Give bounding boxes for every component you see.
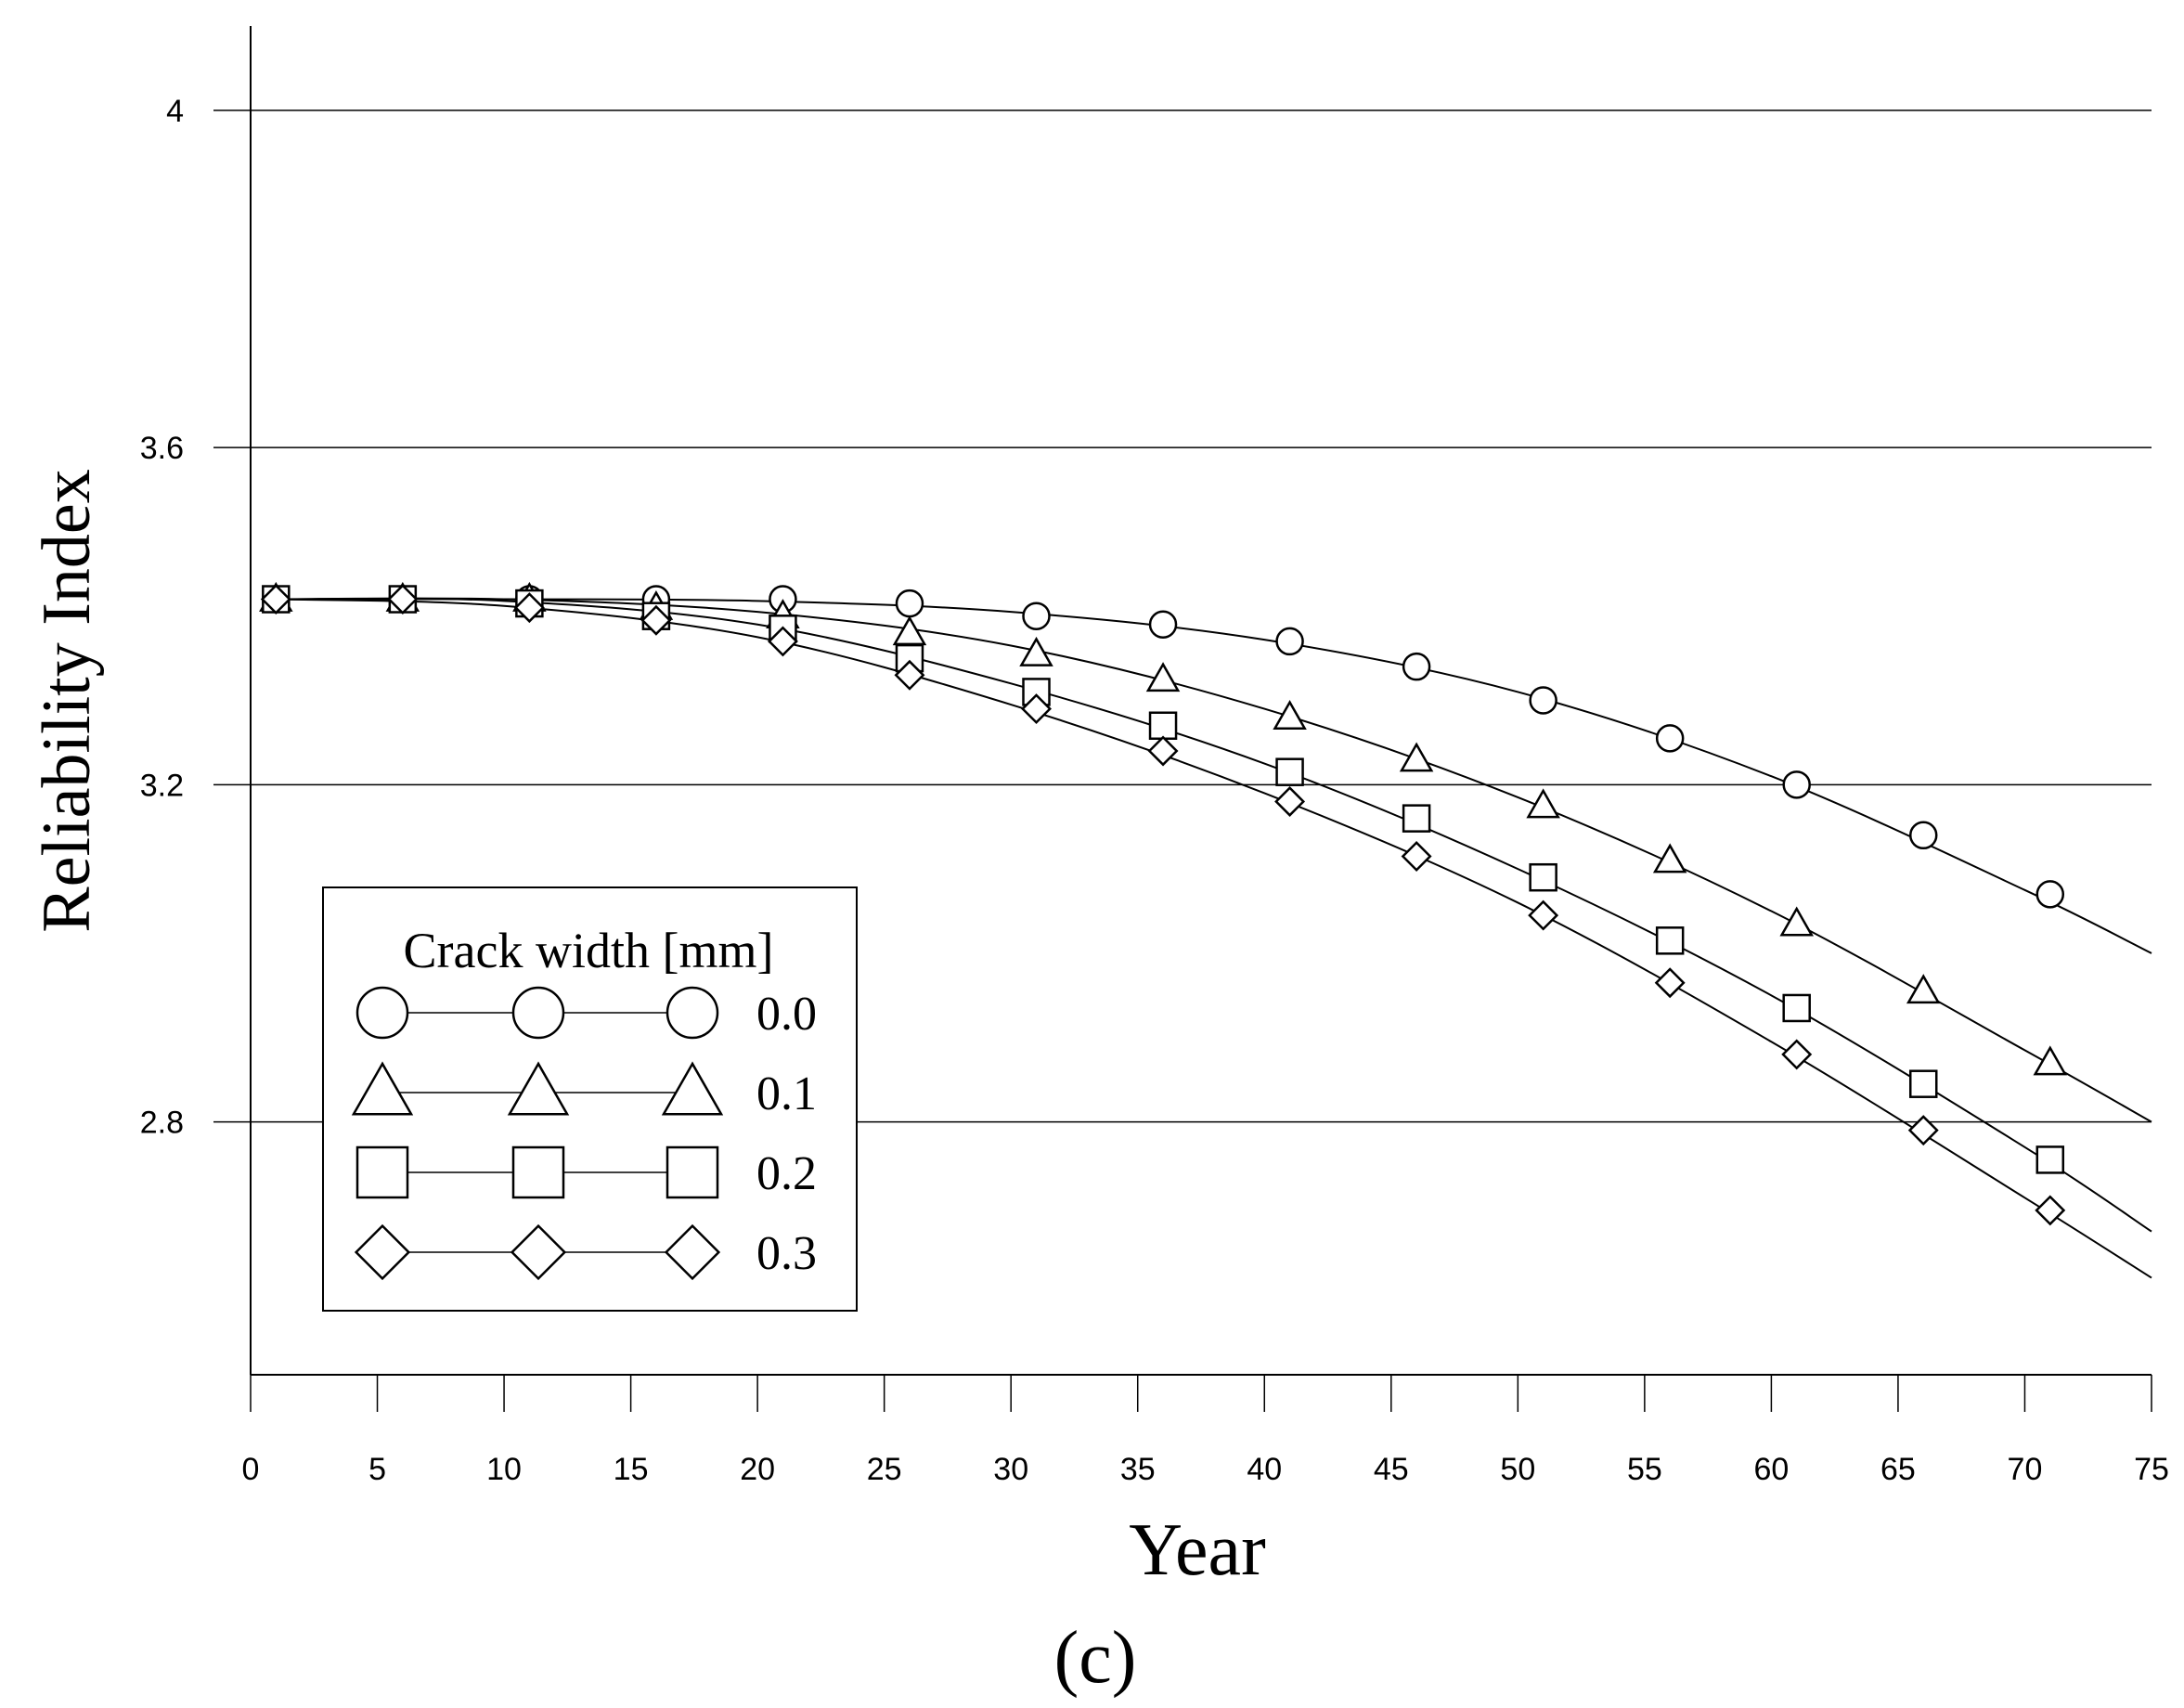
x-tick-label: 50 [1500,1452,1535,1487]
data-point-triangle [1145,662,1181,692]
data-point-diamond [1528,899,1559,931]
x-tick-label: 45 [1374,1452,1409,1487]
x-tick-label: 30 [993,1452,1028,1487]
legend-marker-diamond-icon [664,1223,721,1281]
legend-title: Crack width [mm] [404,923,774,978]
data-point-triangle [1273,700,1307,730]
legend: Crack width [mm] 0.0 0.1 0.2 0.3 [322,886,858,1312]
legend-marker-diamond-icon [510,1223,567,1281]
data-point-triangle [1652,843,1687,873]
legend-marker-square-icon [355,1145,409,1199]
series-line-square [276,597,2152,1233]
data-point-circle [895,589,924,618]
data-point-square [1908,1069,1938,1098]
legend-marker-square-icon [511,1145,565,1199]
grid [213,110,2152,1123]
data-point-circle [1402,652,1431,681]
data-point-square [1022,678,1051,706]
x-tick-label: 35 [1120,1452,1156,1487]
data-point-circle [1908,821,1938,850]
legend-marker-triangle-icon [507,1061,570,1116]
data-point-circle [1275,627,1304,656]
x-tick-label: 0 [242,1452,260,1487]
legend-label: 0.2 [756,1147,817,1200]
data-point-diamond [767,626,798,657]
y-axis-title: Reliability Index [29,469,105,932]
data-point-diamond [894,659,925,691]
data-point-diamond [640,604,672,636]
data-point-circle [1022,602,1051,630]
x-tick-label: 10 [486,1452,522,1487]
data-point-square [1782,993,1811,1023]
legend-entries: 0.0 0.1 0.2 0.3 [351,986,817,1281]
legend-label: 0.0 [756,988,817,1041]
y-tick-label: 3.2 [140,768,184,803]
data-point-triangle [1019,636,1053,666]
x-tick-label: 15 [614,1452,649,1487]
legend-marker-square-icon [666,1145,719,1199]
data-point-triangle [1399,742,1434,772]
y-tick-label: 3.6 [140,431,184,466]
legend-marker-diamond-icon [354,1223,411,1281]
series-line-diamond [276,598,2152,1279]
x-tick-label: 20 [740,1452,775,1487]
data-point-triangle [1779,906,1814,937]
data-point-triangle [2033,1045,2068,1076]
x-tick-label: 65 [1880,1452,1916,1487]
data-point-diamond [1147,735,1179,767]
data-point-circle [1655,724,1685,753]
axes [250,26,2152,1376]
legend-box [322,886,858,1312]
legend-marker-triangle-icon [351,1061,414,1116]
legend-marker-circle-icon [511,986,565,1040]
panel-label: (c) [1054,1617,1137,1699]
legend-label: 0.3 [756,1227,817,1280]
x-tick-label: 5 [368,1452,386,1487]
x-tick-label: 40 [1247,1452,1282,1487]
data-point-circle [1529,686,1557,715]
data-point-circle [2035,880,2065,909]
data-point-diamond [1781,1039,1813,1070]
ticks: 2.83.23.640 5 10 15 20 25 30 35 40 45 50 55 60 65 70 75 [140,94,2169,1487]
data-point-triangle [1526,788,1560,819]
data-point-diamond [1654,967,1686,999]
x-tick-label: 55 [1627,1452,1662,1487]
data-point-triangle [1906,974,1941,1004]
series-markers [259,581,2068,1226]
series-line-triangle [276,597,2152,1123]
y-tick-label: 4 [166,94,184,129]
data-point-diamond [513,592,545,624]
data-point-circle [1148,610,1178,640]
data-point-square [2035,1145,2065,1174]
legend-label: 0.1 [756,1068,817,1120]
data-point-diamond [1021,693,1052,725]
data-point-diamond [1907,1115,1939,1146]
legend-marker-circle-icon [666,986,719,1040]
x-axis-title: Year [1129,1509,1265,1591]
data-point-diamond [387,584,419,615]
x-tick-label: 25 [867,1452,902,1487]
series-curves [276,597,2152,1279]
data-point-square [1275,757,1304,786]
data-point-square [1529,862,1557,892]
legend-marker-triangle-icon [661,1061,724,1116]
x-tick-label: 75 [2134,1452,2169,1487]
data-point-circle [1782,770,1811,799]
data-point-square [1402,804,1431,833]
data-point-diamond [260,584,291,615]
data-point-diamond [1401,841,1432,872]
data-point-square [1655,926,1685,955]
x-tick-label: 60 [1753,1452,1789,1487]
x-tick-label: 70 [2008,1452,2043,1487]
legend-marker-circle-icon [355,986,409,1040]
data-point-square [1148,711,1178,740]
y-tick-label: 2.8 [140,1106,184,1141]
data-point-diamond [1274,786,1306,817]
data-point-diamond [2035,1195,2066,1226]
